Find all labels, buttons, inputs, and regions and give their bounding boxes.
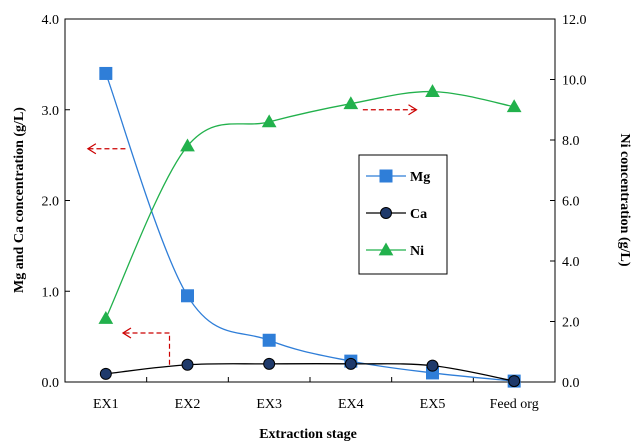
legend-mg-label: Mg	[410, 170, 430, 185]
right-tick-label: 2.0	[562, 316, 580, 331]
plot-area	[64, 18, 556, 383]
left-tick-label: 3.0	[42, 104, 60, 119]
legend-box	[358, 154, 448, 275]
series-ni-point	[506, 99, 522, 113]
left-axis-title: Mg and Ca concentration (g/L)	[12, 107, 27, 293]
arrow-2-head	[121, 327, 132, 339]
right-tick-label: 4.0	[562, 255, 580, 270]
series-mg	[99, 66, 521, 388]
x-tick-label: EX2	[175, 397, 201, 412]
arrow-1-head	[86, 143, 97, 155]
annotations	[86, 104, 418, 365]
series-ca-point	[508, 375, 521, 388]
x-tick-label: EX1	[93, 397, 119, 412]
series-ca-point	[344, 357, 357, 370]
series-ca	[99, 357, 521, 388]
series-ca-point	[181, 358, 194, 371]
series-ni-point	[98, 310, 114, 324]
right-tick-label: 8.0	[562, 134, 580, 149]
legend-ca-marker	[380, 207, 392, 219]
right-tick-label: 0.0	[562, 376, 580, 391]
legend-ca-label: Ca	[410, 207, 427, 222]
right-axis-title: Ni concentration (g/L)	[617, 134, 631, 267]
right-tick-label: 10.0	[562, 74, 587, 89]
legend-item-mg: Mg	[366, 169, 430, 185]
left-axis: 0.0 1.0 2.0 3.0 4.0	[42, 13, 70, 391]
series-ni-point	[425, 84, 440, 97]
plot-border	[64, 18, 556, 383]
left-tick-label: 2.0	[42, 195, 60, 210]
series-mg-point	[262, 333, 276, 347]
series-ca-point	[263, 357, 276, 370]
series-ca-point	[426, 359, 439, 372]
series-mg-line	[105, 73, 515, 382]
x-axis: EX1 EX2 EX3 EX4 EX5 Feed org	[64, 377, 556, 412]
series-ni-line	[105, 90, 515, 319]
x-axis-title: Extraction stage	[259, 427, 357, 442]
left-tick-label: 4.0	[42, 13, 60, 28]
series-ca-point	[99, 367, 112, 380]
x-tick-label: EX4	[338, 397, 364, 412]
left-tick-label: 1.0	[42, 285, 60, 300]
right-tick-label: 12.0	[562, 13, 587, 28]
series-layer	[98, 66, 522, 388]
left-tick-label: 0.0	[42, 376, 60, 391]
arrow-3-head	[408, 104, 418, 116]
right-tick-label: 6.0	[562, 195, 580, 210]
series-mg-point	[99, 66, 113, 80]
legend-item-ca: Ca	[366, 207, 427, 222]
legend-item-ni: Ni	[366, 242, 424, 259]
series-ni-point	[261, 114, 277, 128]
legend-mg-marker	[379, 169, 393, 183]
x-tick-label: EX5	[420, 397, 446, 412]
legend: Mg Ca Ni	[358, 154, 448, 275]
series-mg-point	[181, 289, 194, 303]
legend-ni-label: Ni	[410, 244, 424, 259]
legend-ni-marker	[378, 242, 394, 256]
series-ni	[98, 84, 522, 324]
series-ni-point	[180, 138, 195, 152]
series-ca-line	[105, 363, 515, 382]
x-tick-label: Feed org	[490, 397, 539, 412]
series-ni-point	[343, 96, 359, 110]
right-axis: 0.0 2.0 4.0 6.0 8.0 10.0 12.0	[550, 13, 587, 391]
x-tick-label: EX3	[256, 397, 282, 412]
